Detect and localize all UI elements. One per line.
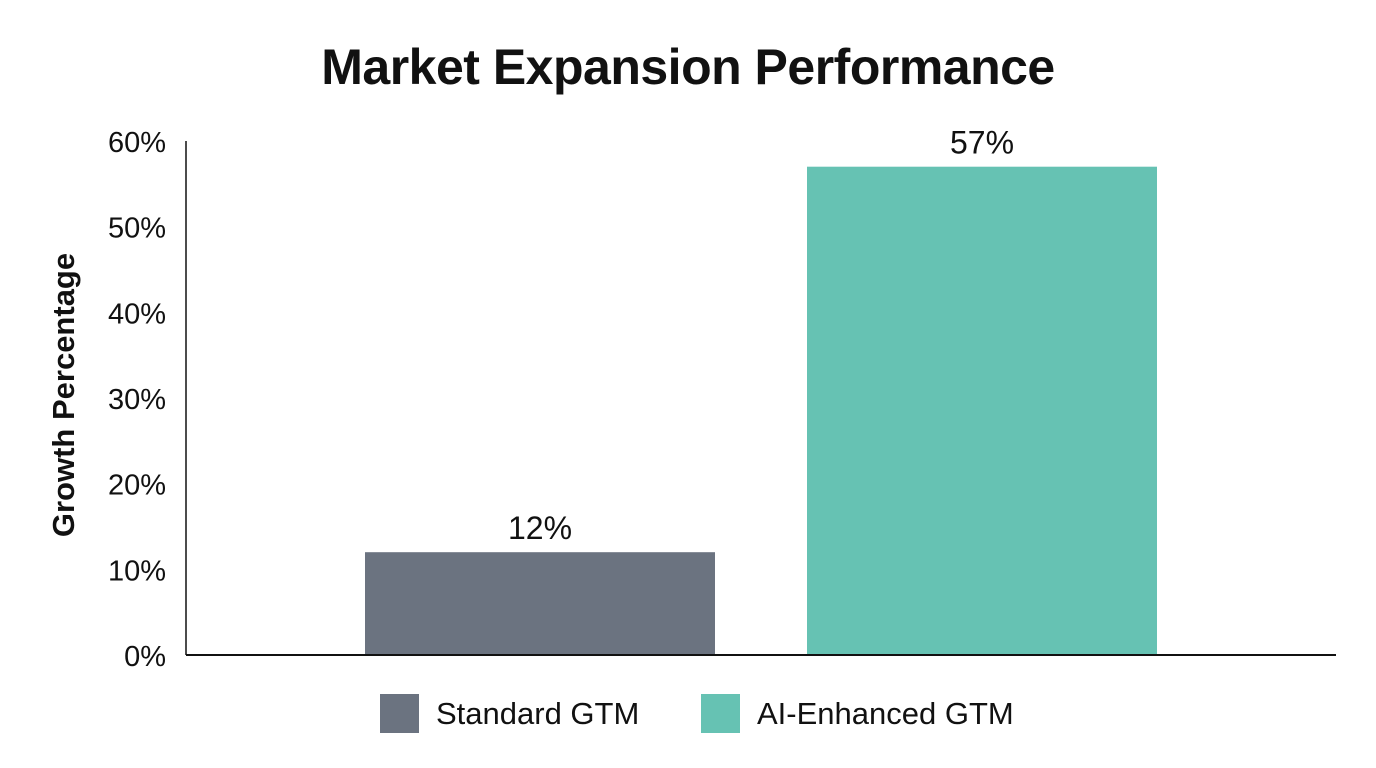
y-tick-label: 40% bbox=[108, 298, 166, 330]
chart-title: Market Expansion Performance bbox=[321, 39, 1055, 95]
bar-1 bbox=[807, 166, 1157, 655]
legend-item-ai-enhanced-gtm: AI-Enhanced GTM bbox=[701, 694, 1014, 733]
data-label: 57% bbox=[950, 125, 1014, 161]
y-tick-label: 20% bbox=[108, 470, 166, 502]
y-tick-label: 50% bbox=[108, 213, 166, 245]
legend-swatch-ai-enhanced bbox=[701, 694, 740, 733]
legend-swatch-standard bbox=[380, 694, 419, 733]
legend-item-standard-gtm: Standard GTM bbox=[380, 694, 639, 733]
bar-0 bbox=[365, 552, 715, 655]
y-tick-label: 10% bbox=[108, 555, 166, 587]
y-axis-label: Growth Percentage bbox=[46, 253, 81, 537]
bars: 12% 57% bbox=[365, 125, 1157, 655]
y-tick-label: 60% bbox=[108, 127, 166, 159]
y-tick-label: 30% bbox=[108, 384, 166, 416]
data-label: 12% bbox=[508, 510, 572, 546]
legend-label-standard: Standard GTM bbox=[436, 695, 640, 731]
legend-label-ai-enhanced: AI-Enhanced GTM bbox=[757, 695, 1014, 731]
y-axis-ticks: 0% 10% 20% 30% 40% 50% 60% bbox=[108, 127, 166, 673]
y-tick-label: 0% bbox=[124, 641, 166, 673]
